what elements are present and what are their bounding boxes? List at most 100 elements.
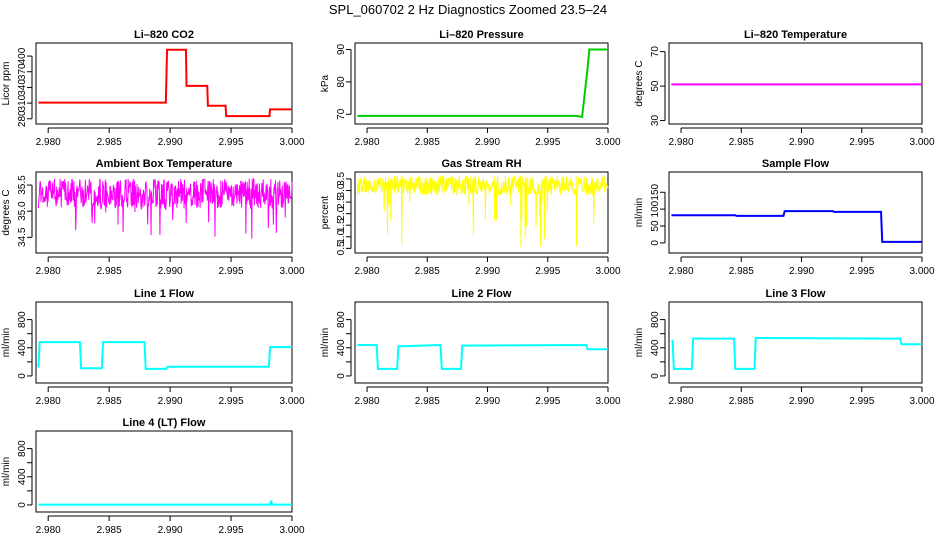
series-line [671, 210, 922, 243]
y-tick-label: 3.5 [336, 172, 347, 186]
x-tick-label: 2.995 [849, 266, 874, 277]
figure-title: SPL_060702 2 Hz Diagnostics Zoomed 23.5–… [329, 2, 607, 17]
y-tick-label: 800 [650, 311, 661, 328]
panel-title: Line 4 (LT) Flow [123, 417, 206, 429]
x-tick-label: 2.980 [36, 396, 61, 407]
y-tick-label: 34.5 [17, 227, 28, 247]
x-tick-label: 2.995 [219, 266, 244, 277]
panel-title: Line 2 Flow [452, 288, 512, 300]
y-tick-label: 35.0 [17, 201, 28, 221]
panel-1: Li–820 CO2 2.980 2.985 2.990 2.995 3.000 28031… [1, 29, 305, 148]
x-tick-label: 2.985 [97, 137, 122, 148]
y-tick-label: 400 [17, 47, 28, 64]
series-line [671, 336, 922, 370]
x-tick-label: 2.995 [219, 396, 244, 407]
y-tick-label: 100 [650, 200, 661, 217]
x-tick-label: 2.985 [415, 266, 440, 277]
x-tick-label: 2.985 [97, 525, 122, 536]
x-tick-label: 2.995 [849, 137, 874, 148]
y-axis-label: degrees C [1, 189, 12, 235]
y-axis-label: ml/min [634, 198, 645, 227]
y-tick-label: 80 [336, 76, 347, 88]
x-tick-label: 2.990 [475, 266, 500, 277]
plot-frame [354, 301, 609, 384]
x-tick-label: 2.980 [36, 137, 61, 148]
panel-5: Gas Stream RH 2.980 2.985 2.990 2.995 3.000 0.… [320, 158, 621, 277]
series-line [357, 343, 608, 370]
y-axis-label: ml/min [1, 328, 12, 357]
y-tick-label: 800 [17, 311, 28, 328]
x-tick-label: 2.980 [669, 266, 694, 277]
panel-8: Line 2 Flow 2.980 2.985 2.990 2.995 3.000 0 400… [320, 288, 621, 407]
x-tick-label: 3.000 [279, 525, 304, 536]
x-tick-label: 3.000 [279, 396, 304, 407]
y-tick-label: 1.0 [336, 229, 347, 243]
y-axis-label: kPa [320, 74, 331, 92]
plot-frame [354, 42, 609, 125]
y-tick-label: 2.5 [336, 195, 347, 209]
series-line [38, 48, 292, 118]
y-tick-label: 0 [650, 240, 661, 246]
y-tick-label: 30 [650, 115, 661, 127]
panel-4: Ambient Box Temperature 2.980 2.985 2.990 2.… [1, 158, 305, 277]
series-line [356, 174, 609, 247]
y-tick-label: 400 [17, 468, 28, 485]
panel-title: Sample Flow [762, 158, 830, 170]
y-tick-label: 800 [17, 440, 28, 457]
y-axis-label: percent [320, 196, 331, 230]
y-tick-label: 70 [650, 46, 661, 58]
y-axis-label: degrees C [634, 60, 645, 106]
x-tick-label: 3.000 [595, 266, 620, 277]
y-tick-label: 280 [17, 110, 28, 127]
plot-frame [35, 42, 293, 125]
y-tick-label: 0.5 [336, 241, 347, 255]
y-tick-label: 400 [650, 339, 661, 356]
series-line [37, 341, 292, 370]
x-tick-label: 2.995 [535, 396, 560, 407]
series-line [357, 48, 608, 119]
x-tick-label: 2.980 [355, 396, 380, 407]
x-tick-label: 2.990 [789, 396, 814, 407]
x-tick-label: 2.990 [789, 137, 814, 148]
x-tick-label: 2.995 [849, 396, 874, 407]
plot-frame [35, 171, 293, 254]
panel-9: Line 3 Flow 2.980 2.985 2.990 2.995 3.000 0 400… [634, 288, 935, 407]
y-tick-label: 35.5 [17, 175, 28, 195]
series-line [38, 500, 292, 506]
series-line [37, 177, 293, 239]
plot-frame [668, 171, 923, 254]
y-tick-label: 0 [17, 373, 28, 379]
x-tick-label: 2.980 [36, 266, 61, 277]
x-tick-label: 2.990 [475, 137, 500, 148]
y-tick-label: 150 [650, 183, 661, 200]
x-tick-label: 2.980 [669, 137, 694, 148]
x-tick-label: 2.985 [97, 396, 122, 407]
panel-title: Gas Stream RH [441, 158, 521, 170]
x-tick-label: 3.000 [909, 137, 934, 148]
panel-7: Line 1 Flow 2.980 2.985 2.990 2.995 3.000 0 400… [1, 288, 305, 407]
x-tick-label: 2.990 [158, 396, 183, 407]
x-tick-label: 2.985 [415, 137, 440, 148]
panel-title: Li–820 Pressure [439, 29, 523, 41]
x-tick-label: 2.985 [97, 266, 122, 277]
x-tick-label: 2.985 [729, 396, 754, 407]
x-tick-label: 3.000 [595, 396, 620, 407]
x-tick-label: 2.995 [219, 137, 244, 148]
y-tick-label: 340 [17, 79, 28, 96]
y-tick-label: 0 [336, 373, 347, 379]
y-tick-label: 400 [17, 339, 28, 356]
y-axis-label: ml/min [634, 328, 645, 357]
panel-title: Line 1 Flow [134, 288, 194, 300]
panel-10: Line 4 (LT) Flow 2.980 2.985 2.990 2.995 3.00… [1, 417, 305, 536]
y-tick-label: 800 [336, 311, 347, 328]
y-axis-label: ml/min [1, 457, 12, 486]
panel-title: Li–820 Temperature [744, 29, 847, 41]
x-tick-label: 2.985 [415, 396, 440, 407]
x-tick-label: 2.980 [36, 525, 61, 536]
y-tick-label: 50 [650, 220, 661, 232]
y-axis-label: Licor ppm [1, 62, 12, 106]
x-tick-label: 3.000 [279, 266, 304, 277]
y-tick-label: 3.0 [336, 183, 347, 197]
x-tick-label: 2.990 [789, 266, 814, 277]
